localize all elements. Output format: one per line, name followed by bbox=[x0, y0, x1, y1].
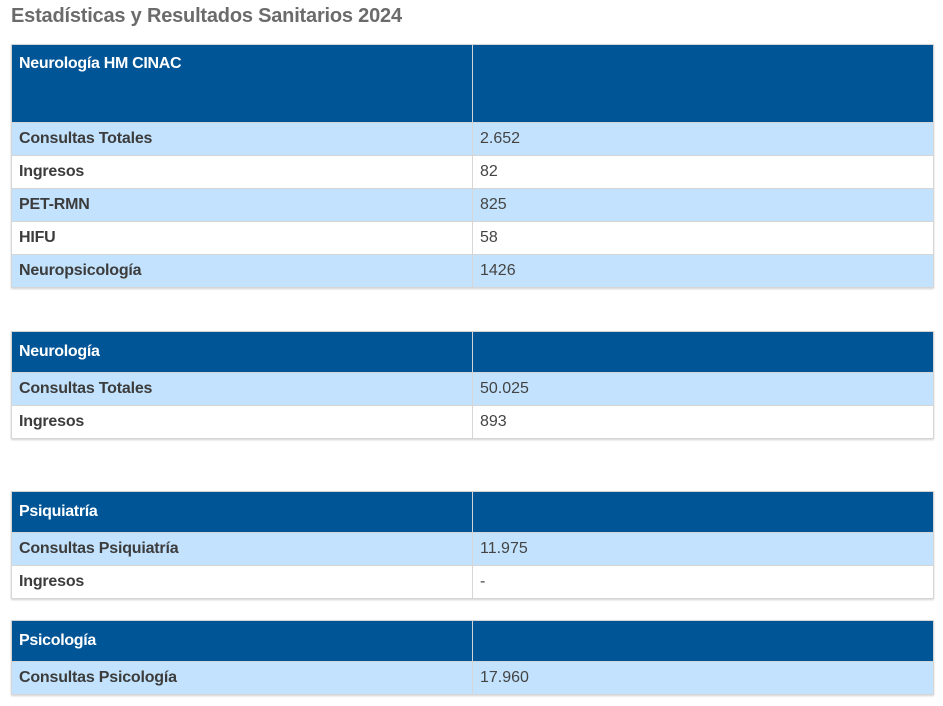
row-label: Ingresos bbox=[11, 155, 473, 189]
table-row: Consultas Psicología 17.960 bbox=[11, 661, 934, 695]
table-row: Consultas Totales 2.652 bbox=[11, 122, 934, 156]
table-header-row: Psicología bbox=[11, 620, 934, 662]
row-value: 825 bbox=[472, 188, 934, 222]
row-value: 82 bbox=[472, 155, 934, 189]
table-row: Ingresos 893 bbox=[11, 405, 934, 439]
table-row: Consultas Psiquiatría 11.975 bbox=[11, 532, 934, 566]
row-value: - bbox=[472, 565, 934, 599]
table-heading: Neurología HM CINAC bbox=[11, 44, 473, 123]
row-value: 1426 bbox=[472, 254, 934, 288]
row-label: Neuropsicología bbox=[11, 254, 473, 288]
table-row: HIFU 58 bbox=[11, 221, 934, 255]
row-label: PET-RMN bbox=[11, 188, 473, 222]
row-label: Ingresos bbox=[11, 565, 473, 599]
row-value: 2.652 bbox=[472, 122, 934, 156]
page-title: Estadísticas y Resultados Sanitarios 202… bbox=[11, 5, 402, 27]
table-header-row: Psiquiatría bbox=[11, 491, 934, 533]
table-row: PET-RMN 825 bbox=[11, 188, 934, 222]
table-heading-empty bbox=[472, 620, 934, 662]
table-heading: Psicología bbox=[11, 620, 473, 662]
row-value: 58 bbox=[472, 221, 934, 255]
table-heading: Psiquiatría bbox=[11, 491, 473, 533]
table-heading-empty bbox=[472, 491, 934, 533]
table-header-row: Neurología HM CINAC bbox=[11, 44, 934, 123]
row-label: Consultas Psiquiatría bbox=[11, 532, 473, 566]
table-row: Ingresos - bbox=[11, 565, 934, 599]
table-row: Neuropsicología 1426 bbox=[11, 254, 934, 288]
row-label: HIFU bbox=[11, 221, 473, 255]
row-label: Consultas Totales bbox=[11, 122, 473, 156]
table-heading-empty bbox=[472, 44, 934, 123]
table-heading: Neurología bbox=[11, 331, 473, 373]
table-header-row: Neurología bbox=[11, 331, 934, 373]
row-label: Ingresos bbox=[11, 405, 473, 439]
stats-table-psiquiatria: Psiquiatría Consultas Psiquiatría 11.975… bbox=[11, 491, 934, 599]
table-heading-empty bbox=[472, 331, 934, 373]
row-value: 17.960 bbox=[472, 661, 934, 695]
row-value: 11.975 bbox=[472, 532, 934, 566]
table-row: Ingresos 82 bbox=[11, 155, 934, 189]
stats-table-psicologia: Psicología Consultas Psicología 17.960 bbox=[11, 620, 934, 695]
row-value: 893 bbox=[472, 405, 934, 439]
row-value: 50.025 bbox=[472, 372, 934, 406]
table-row: Consultas Totales 50.025 bbox=[11, 372, 934, 406]
stats-table-neurologia-hm-cinac: Neurología HM CINAC Consultas Totales 2.… bbox=[11, 44, 934, 288]
row-label: Consultas Totales bbox=[11, 372, 473, 406]
stats-table-neurologia: Neurología Consultas Totales 50.025 Ingr… bbox=[11, 331, 934, 439]
row-label: Consultas Psicología bbox=[11, 661, 473, 695]
